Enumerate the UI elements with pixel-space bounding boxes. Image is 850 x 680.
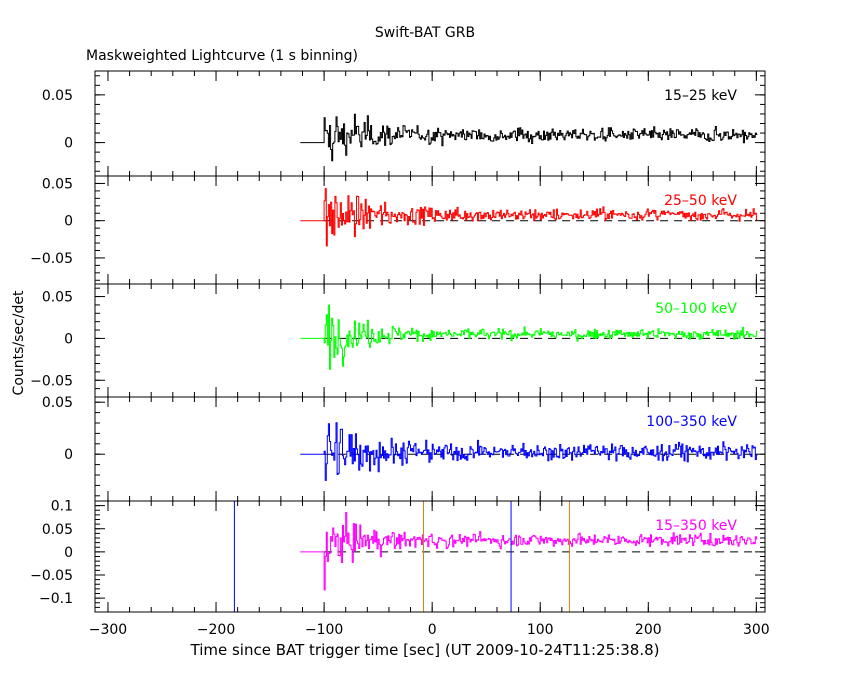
- y-tick-label: 0: [64, 136, 73, 152]
- band-label: 15–25 keV: [664, 88, 737, 104]
- lightcurve-line: [300, 113, 758, 162]
- y-tick-label: −0.1: [39, 591, 73, 607]
- x-axis-label: Time since BAT trigger time [sec] (UT 20…: [190, 641, 660, 659]
- y-tick-label: 0.05: [42, 395, 73, 411]
- x-tick-label: 300: [743, 622, 770, 638]
- x-tick-label: −300: [89, 622, 127, 638]
- band-label: 50–100 keV: [655, 301, 737, 317]
- y-tick-label: 0: [64, 447, 73, 463]
- panel-frame: [94, 396, 766, 502]
- band-label: 25–50 keV: [664, 193, 737, 209]
- x-tick-label: 100: [527, 622, 554, 638]
- x-tick-label: −200: [197, 622, 235, 638]
- x-tick-label: 200: [635, 622, 662, 638]
- panel-1: 0 0.05 15–25 keV: [42, 70, 766, 177]
- panel-5: −0.1 −0.05 0 0.05 0.1 15–350 keV: [30, 499, 766, 613]
- chart-title: Swift-BAT GRB: [375, 25, 475, 41]
- y-tick-label: 0.05: [42, 522, 73, 538]
- lightcurve-line: [300, 304, 758, 370]
- panel-3: −0.05 0 0.05 50–100 keV: [30, 283, 766, 398]
- y-tick-label: −0.05: [30, 251, 73, 267]
- y-tick-label: 0: [64, 545, 73, 561]
- panel-frame: [94, 70, 766, 177]
- x-tick-label: −100: [305, 622, 343, 638]
- x-axis: −300 −200 −100 0 100 200 300: [89, 622, 770, 638]
- chart-subtitle: Maskweighted Lightcurve (1 s binning): [86, 48, 358, 64]
- panel-4: 0 0.05 100–350 keV: [42, 395, 766, 502]
- y-tick-label: 0: [64, 214, 73, 230]
- y-tick-label: 0.05: [42, 176, 73, 192]
- y-tick-label: 0: [64, 331, 73, 347]
- panel-2: −0.05 0 0.05 25–50 keV: [30, 175, 766, 285]
- y-tick-label: 0.05: [42, 88, 73, 104]
- x-tick-label: 0: [428, 622, 437, 638]
- y-tick-label: −0.05: [30, 373, 73, 389]
- lightcurve-line: [300, 512, 758, 591]
- band-label: 100–350 keV: [646, 414, 737, 430]
- lightcurve-line: [300, 188, 758, 247]
- lightcurve-line: [300, 422, 758, 481]
- y-axis-label: Counts/sec/det: [11, 290, 27, 395]
- y-tick-label: 0.05: [42, 290, 73, 306]
- y-tick-label: −0.05: [30, 568, 73, 584]
- band-label: 15–350 keV: [655, 518, 737, 534]
- y-tick-label: 0.1: [51, 499, 73, 515]
